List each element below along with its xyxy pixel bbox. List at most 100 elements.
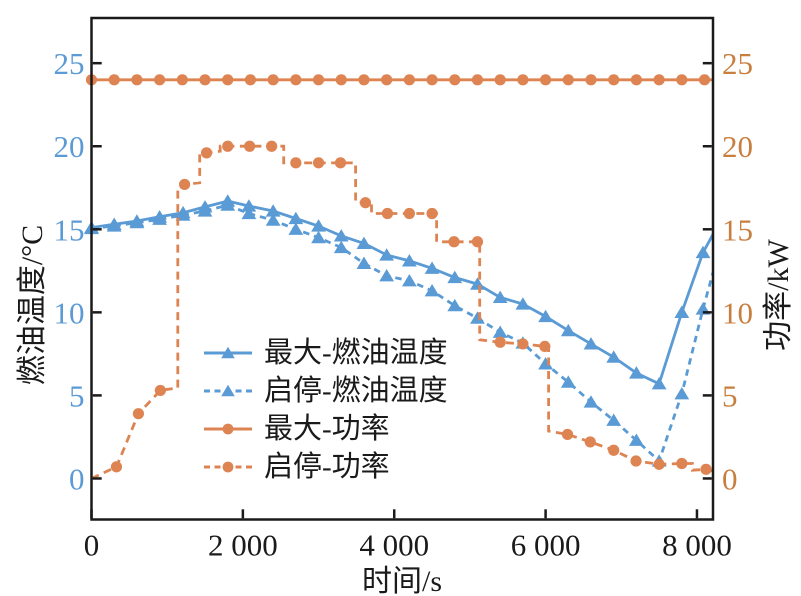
y-right-ticks: 0 5 10 15 20 25 (702, 46, 753, 496)
y-left-tick-label: 0 (69, 461, 85, 496)
marker-triangle (515, 297, 531, 310)
legend-sample-startstop-fuel-temp (204, 384, 252, 397)
marker-circle (154, 384, 166, 397)
marker-circle (426, 74, 438, 86)
x-ticks: 0 2 000 4 000 6 000 8 000 (84, 509, 732, 563)
legend-label-startstop-fuel-temp: 启停-燃油温度 (264, 374, 448, 407)
y-right-tick-label: 5 (722, 378, 738, 413)
legend-marker-triangle (221, 346, 235, 359)
marker-circle (200, 147, 213, 159)
y-right-tick-label: 25 (722, 46, 753, 81)
marker-circle (290, 157, 302, 169)
marker-circle (517, 338, 529, 350)
marker-triangle (606, 350, 622, 363)
marker-triangle (175, 208, 191, 221)
marker-triangle (583, 337, 599, 350)
marker-circle (266, 140, 278, 152)
marker-circle (539, 340, 551, 353)
marker-triangle (333, 240, 349, 254)
marker-triangle (695, 245, 711, 259)
marker-triangle (447, 298, 463, 312)
legend: 最大-燃油温度 启停-燃油温度 最大-功率 启停-功率 (202, 334, 448, 486)
marker-triangle (424, 261, 440, 274)
series-startstop-fuel-temp (84, 198, 715, 467)
series-startstop-power (90, 140, 714, 480)
marker-circle (154, 74, 166, 86)
marker-triangle (129, 215, 145, 229)
marker-circle (131, 74, 143, 86)
legend-marker-circle (222, 461, 234, 473)
marker-circle (539, 74, 552, 86)
marker-triangle (356, 236, 372, 250)
marker-triangle (265, 204, 281, 217)
marker-triangle (560, 375, 576, 388)
marker-circle (494, 74, 506, 86)
plot-border (90, 16, 715, 521)
marker-circle (222, 140, 234, 152)
y-right-tick-label: 0 (722, 461, 738, 496)
marker-circle (562, 74, 574, 86)
y-right-tick-label: 15 (722, 212, 753, 247)
marker-circle (176, 74, 188, 86)
marker-triangle (241, 206, 257, 220)
legend-sample-max-fuel-temp (204, 346, 252, 359)
marker-triangle (674, 305, 690, 318)
marker-circle (222, 74, 234, 86)
marker-circle (426, 207, 438, 220)
x-tick-label: 4 000 (359, 528, 429, 563)
marker-triangle (538, 357, 553, 370)
legend-item-max-fuel-temp: 最大-燃油温度 (202, 334, 448, 372)
legend-sample-startstop-power (204, 461, 252, 473)
marker-circle (359, 197, 372, 209)
marker-circle (403, 207, 415, 220)
x-tick-label: 6 000 (511, 528, 581, 563)
marker-triangle (311, 230, 326, 244)
marker-circle (471, 236, 484, 248)
axes-box (90, 16, 715, 521)
y-left-tick-label: 25 (54, 46, 85, 81)
y-right-tick-label: 20 (722, 129, 753, 164)
marker-circle (449, 74, 461, 86)
marker-circle (110, 461, 123, 473)
marker-circle (334, 157, 347, 169)
legend-label-startstop-power: 启停-功率 (264, 450, 390, 483)
marker-triangle (629, 366, 644, 379)
marker-triangle (492, 290, 508, 304)
marker-circle (267, 74, 279, 86)
legend-label-max-fuel-temp: 最大-燃油温度 (264, 336, 448, 369)
marker-circle (381, 207, 394, 220)
marker-circle (199, 74, 211, 86)
marker-circle (403, 74, 415, 86)
marker-circle (630, 455, 642, 467)
marker-triangle (401, 273, 417, 287)
marker-circle (653, 74, 665, 86)
x-tick-label: 8 000 (662, 528, 732, 563)
legend-marker-circle (222, 423, 234, 435)
marker-triangle (629, 433, 644, 446)
marker-triangle (492, 325, 508, 338)
marker-triangle (401, 254, 417, 267)
legend-item-startstop-fuel-temp: 启停-燃油温度 (202, 372, 448, 410)
y-left-tick-label: 10 (54, 295, 85, 330)
marker-triangle (447, 270, 463, 284)
marker-circle (132, 408, 145, 420)
marker-circle (517, 74, 529, 86)
marker-circle (312, 157, 325, 169)
marker-triangle (288, 211, 304, 225)
marker-circle (630, 74, 643, 86)
legend-item-startstop-power: 启停-功率 (202, 448, 448, 486)
marker-circle (108, 74, 120, 86)
y-left-ticks: 0 5 10 15 20 25 (54, 46, 102, 496)
marker-triangle (220, 198, 236, 211)
y-axis-right-title: 功率/kW (762, 239, 795, 351)
marker-circle (561, 428, 574, 441)
marker-circle (676, 457, 688, 470)
marker-triangle (379, 269, 395, 282)
legend-label-max-power: 最大-功率 (264, 412, 390, 445)
marker-circle (584, 436, 596, 448)
marker-triangle (560, 323, 576, 337)
legend-sample-max-power (204, 423, 252, 435)
marker-circle (244, 140, 256, 152)
marker-triangle (651, 376, 667, 390)
